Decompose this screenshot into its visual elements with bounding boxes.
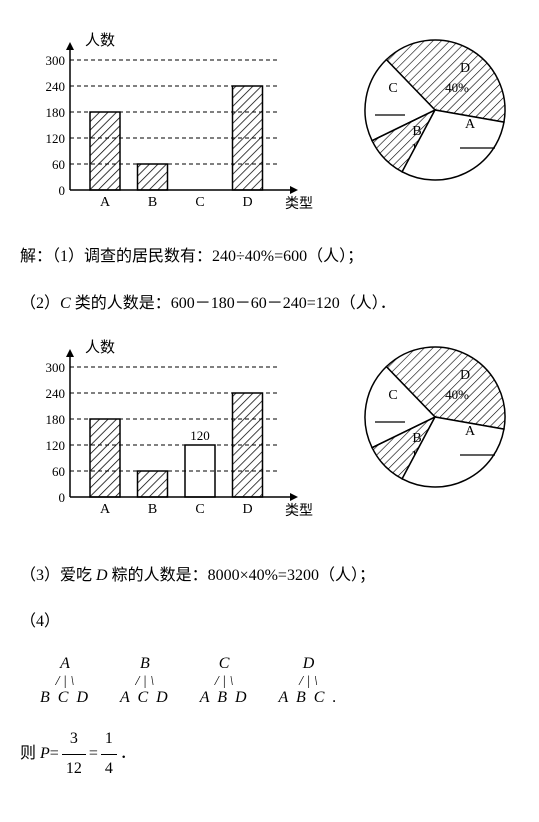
- part3-pre: （3）爱吃: [20, 567, 96, 584]
- svg-text:0: 0: [59, 490, 66, 505]
- tree-b: B/ | \A C D: [120, 655, 170, 707]
- part4: （4）: [20, 613, 60, 630]
- result-pre: 则: [20, 745, 40, 762]
- svg-text:A: A: [465, 117, 476, 132]
- svg-text:D: D: [242, 195, 252, 210]
- svg-text:D: D: [460, 61, 470, 76]
- svg-text:B: B: [148, 195, 157, 210]
- tree-c: C/ | \A B D: [200, 655, 249, 707]
- result-eq1: =: [50, 745, 59, 762]
- chart-row-2: 人数060120180240300ABCD120类型 D40%CB10%A: [20, 337, 519, 532]
- svg-text:A: A: [100, 502, 111, 517]
- svg-text:40%: 40%: [445, 387, 469, 402]
- svg-text:60: 60: [52, 157, 65, 172]
- frac2-den: 4: [101, 755, 117, 784]
- pie-chart-2: D40%CB10%A: [350, 337, 520, 502]
- svg-text:类型: 类型: [285, 196, 313, 212]
- solution-4: （4）: [20, 608, 519, 637]
- svg-text:0: 0: [59, 183, 66, 198]
- svg-text:40%: 40%: [445, 80, 469, 95]
- svg-text:240: 240: [46, 386, 66, 401]
- svg-text:A: A: [465, 424, 476, 439]
- svg-text:120: 120: [46, 131, 66, 146]
- tree-diagrams: A/ | \B C D B/ | \A C D C/ | \A B D D/ | \A…: [40, 655, 519, 707]
- part3-d: D: [96, 567, 108, 584]
- svg-text:C: C: [195, 195, 204, 210]
- solution-2: （2）C 类的人数是：600－180－60－240=120（人）．: [20, 290, 519, 319]
- result-line: 则 P=312=14．: [20, 725, 519, 784]
- part2-post: 类的人数是：600－180－60－240=120（人）．: [71, 295, 396, 312]
- result-p: P: [40, 745, 50, 762]
- solution-prefix: 解：: [20, 248, 52, 265]
- bar-chart-2: 人数 0 60 120 180 240 300 A B C D 120 类型: [20, 337, 320, 532]
- svg-text:300: 300: [46, 53, 66, 68]
- svg-text:人数: 人数: [85, 339, 115, 356]
- part3-post: 粽的人数是：8000×40%=3200（人）；: [108, 567, 375, 584]
- part2-c: C: [60, 295, 71, 312]
- frac-2: 14: [101, 725, 117, 784]
- svg-text:300: 300: [46, 360, 66, 375]
- svg-text:D: D: [460, 368, 470, 383]
- solution-1: 解：（1）调查的居民数有：240÷40%=600（人）；: [20, 243, 519, 272]
- svg-text:240: 240: [46, 79, 66, 94]
- svg-text:D: D: [242, 502, 252, 517]
- svg-text:类型: 类型: [285, 503, 313, 519]
- tree-d: D/ | \A B C .: [279, 655, 339, 707]
- solution-part1: （1）调查的居民数有：240÷40%=600（人）；: [52, 248, 363, 265]
- bar-chart-1: 人数 0 60 120 180 240 300 A B C D 类型: [20, 30, 320, 225]
- pie-chart-1: D40%CB10%A: [350, 30, 520, 195]
- svg-text:人数: 人数: [85, 32, 115, 49]
- frac-1: 312: [62, 725, 86, 784]
- frac1-den: 12: [62, 755, 86, 784]
- svg-text:120: 120: [190, 428, 210, 443]
- result-end: ．: [120, 745, 136, 762]
- svg-text:180: 180: [46, 105, 66, 120]
- svg-text:C: C: [195, 502, 204, 517]
- frac1-num: 3: [62, 725, 86, 755]
- result-eq2: =: [89, 745, 98, 762]
- solution-3: （3）爱吃 D 粽的人数是：8000×40%=3200（人）；: [20, 562, 519, 591]
- frac2-num: 1: [101, 725, 117, 755]
- svg-text:120: 120: [46, 438, 66, 453]
- svg-text:B: B: [148, 502, 157, 517]
- svg-text:60: 60: [52, 464, 65, 479]
- svg-text:C: C: [388, 81, 397, 96]
- svg-text:A: A: [100, 195, 111, 210]
- part2-pre: （2）: [20, 295, 60, 312]
- svg-text:180: 180: [46, 412, 66, 427]
- chart-row-1: 人数060120180240300ABCD类型 D40%CB10%A: [20, 30, 519, 225]
- svg-text:C: C: [388, 388, 397, 403]
- tree-a: A/ | \B C D: [40, 655, 90, 707]
